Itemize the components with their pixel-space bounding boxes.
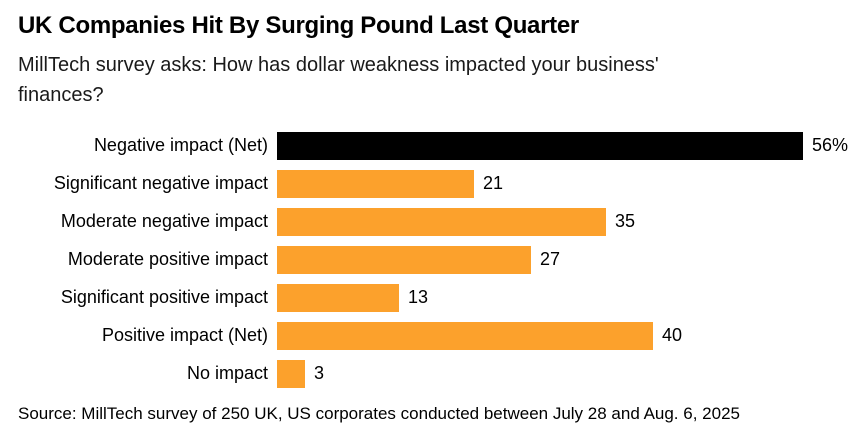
bar [277, 207, 606, 236]
category-label: No impact [186, 363, 268, 384]
chart-row: Negative impact (Net) 56% [18, 131, 848, 160]
chart-row: Positive impact (Net) 40 [18, 321, 838, 350]
category-label: Significant positive impact [60, 287, 268, 308]
bar [277, 283, 399, 312]
category-label: Significant negative impact [53, 173, 268, 194]
chart-row: Significant positive impact 13 [18, 283, 838, 312]
value-label: 13 [408, 287, 429, 308]
category-label: Negative impact (Net) [93, 135, 268, 156]
category-label: Moderate negative impact [60, 211, 268, 232]
chart-title: UK Companies Hit By Surging Pound Last Q… [18, 12, 579, 39]
value-label: 40 [662, 325, 683, 346]
value-label: 3 [314, 363, 325, 384]
value-label: 35 [615, 211, 636, 232]
category-label: Moderate positive impact [67, 249, 268, 270]
bar [277, 169, 474, 198]
category-label: Positive impact (Net) [101, 325, 268, 346]
chart-row: No impact 3 [18, 359, 838, 388]
chart-subtitle: MillTech survey asks: How has dollar wea… [18, 53, 659, 106]
chart-row: Moderate positive impact 27 [18, 245, 838, 274]
bar [277, 359, 305, 388]
chart-row: Significant negative impact 21 [18, 169, 838, 198]
value-label: 56% [812, 135, 849, 156]
value-label: 27 [540, 249, 561, 270]
value-label: 21 [483, 173, 504, 194]
bar-chart: Negative impact (Net) 56% Significant nega… [18, 131, 848, 388]
bar [277, 321, 653, 350]
bar [277, 131, 803, 160]
bar [277, 245, 531, 274]
source-note: Source: MillTech survey of 250 UK, US co… [18, 403, 740, 423]
chart-row: Moderate negative impact 35 [18, 207, 838, 236]
